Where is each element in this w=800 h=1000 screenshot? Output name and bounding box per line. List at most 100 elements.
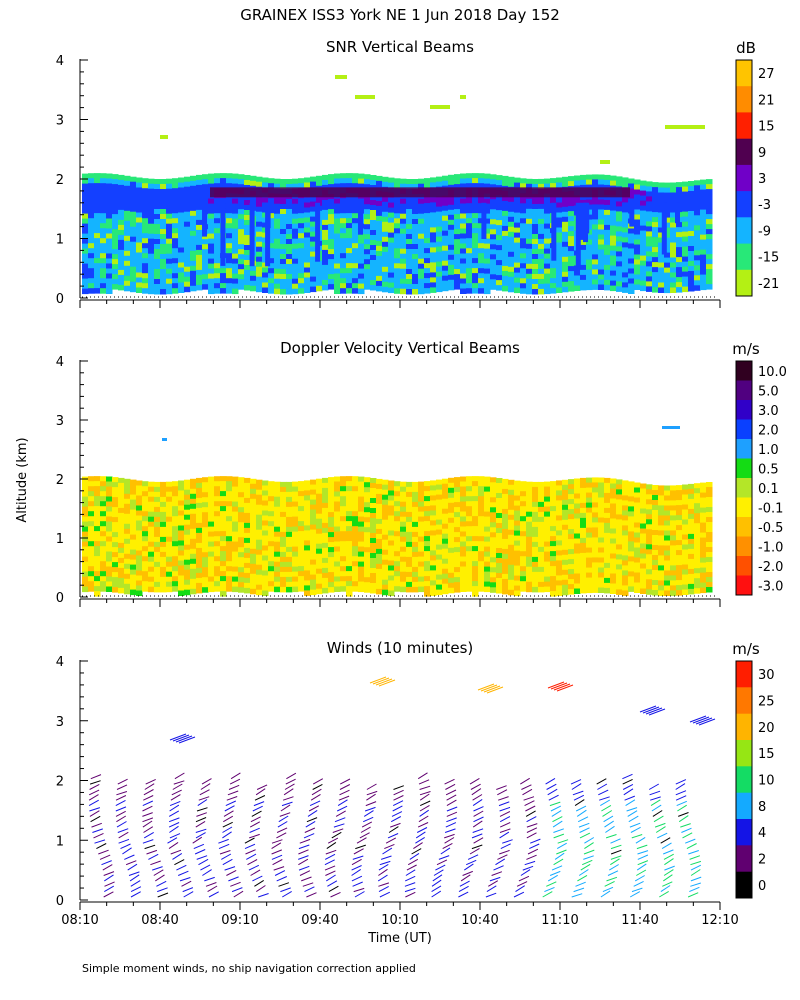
dop-cell [292, 521, 299, 528]
snr-cell [454, 244, 461, 250]
dop-cell [184, 514, 191, 521]
snr-cell [682, 286, 689, 293]
snr-cell [490, 214, 497, 220]
snr-cell [580, 259, 587, 266]
dop-cell [220, 581, 227, 587]
snr-cell [502, 175, 509, 182]
dop-cell [430, 580, 437, 586]
dop-cell [670, 495, 677, 501]
snr-cell [118, 234, 125, 241]
dop-cell [352, 541, 359, 547]
snr-cell [484, 203, 491, 210]
snr-cell [442, 225, 449, 232]
snr-colorbar-frame [735, 59, 753, 297]
dop-cell [706, 507, 713, 513]
snr-cell [358, 248, 365, 255]
dop-cell [184, 504, 191, 511]
dop-cell [664, 530, 671, 536]
dop-cell [700, 487, 707, 494]
snr-cell [604, 174, 611, 181]
dop-cell [610, 478, 617, 484]
dop-cell [592, 562, 599, 568]
dop-cell [490, 517, 497, 523]
dop-cell [286, 526, 293, 533]
dop-cell [682, 539, 689, 545]
snr-cell [526, 243, 533, 250]
dop-cell [646, 564, 653, 570]
snr-cell [208, 248, 215, 255]
dop-cell [604, 582, 611, 589]
dop-cell [442, 583, 449, 590]
dop-cell [544, 551, 551, 558]
dop-cell [646, 559, 653, 565]
snr-cell [340, 173, 347, 179]
dop-cell [646, 554, 653, 560]
dop-cell [466, 541, 473, 547]
dop-cell [598, 537, 605, 543]
snr-cell [148, 288, 155, 295]
dop-cell [118, 552, 125, 559]
dop-cell [184, 534, 191, 541]
snr-cell [286, 254, 293, 260]
snr-cell [682, 271, 689, 278]
dop-cell [292, 501, 299, 508]
snr-cell [112, 174, 119, 180]
dop-cell [100, 506, 107, 512]
snr-cell [250, 195, 257, 202]
dop-cell [334, 476, 341, 482]
snr-cell [328, 209, 335, 215]
snr-cell [310, 181, 317, 188]
snr-cell [406, 264, 413, 270]
dop-cell [202, 577, 209, 583]
snr-cell [142, 278, 149, 284]
dop-cell [658, 540, 665, 546]
dop-cell [256, 504, 263, 511]
snr-cell [454, 214, 461, 220]
snr-cell [412, 274, 419, 280]
snr-cell [388, 212, 395, 219]
snr-cell [484, 218, 491, 225]
dop-cell [328, 532, 335, 538]
snr-cell [232, 203, 239, 210]
snr-cell [472, 243, 479, 249]
snr-cell [544, 278, 551, 285]
dop-cell [88, 491, 95, 497]
snr-cell [616, 256, 623, 262]
snr-cell [514, 252, 521, 259]
dop-cell [496, 578, 503, 584]
dop-cell [268, 491, 275, 497]
snr-cell [466, 178, 473, 184]
dop-cell [574, 513, 581, 519]
dop-cell [442, 483, 449, 490]
dop-cell [88, 571, 95, 577]
dop-cell [412, 561, 419, 568]
snr-cell [610, 210, 617, 217]
snr-cell [514, 282, 521, 289]
dop-cell [256, 519, 263, 526]
snr-cell [130, 176, 137, 183]
snr-cell [118, 214, 125, 221]
dop-cell [196, 527, 203, 534]
snr-cell [142, 188, 149, 194]
snr-cell [334, 233, 341, 239]
snr-cell [190, 225, 197, 232]
snr-cell [334, 208, 341, 214]
dop-cell [142, 586, 149, 592]
dop-cell [238, 497, 245, 503]
snr-cell [130, 276, 137, 283]
dop-cell [454, 572, 461, 578]
snr-cell [496, 230, 503, 236]
snr-cell [88, 288, 95, 294]
dop-cell [448, 502, 455, 509]
snr-cell [544, 268, 551, 275]
snr-cell [514, 207, 521, 214]
snr-cell [124, 195, 131, 202]
dop-cell [424, 496, 431, 502]
dop-cell [694, 533, 701, 539]
dop-cell [418, 586, 425, 593]
snr-cell [448, 179, 455, 186]
dop-cell [328, 572, 335, 578]
snr-cell [676, 187, 683, 193]
dop-cell [526, 586, 533, 593]
snr-cell [100, 178, 107, 184]
